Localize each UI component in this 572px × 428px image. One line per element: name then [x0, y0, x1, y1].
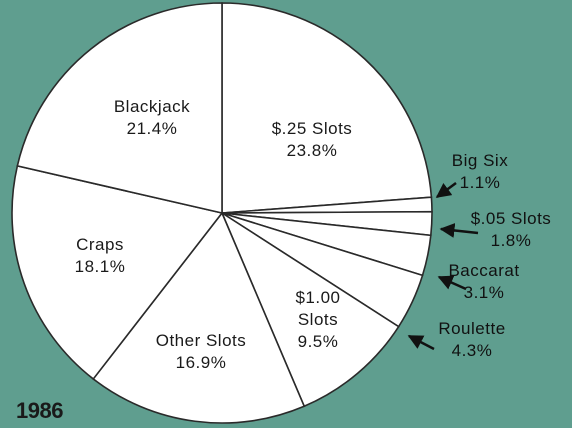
label-arrow: [437, 275, 467, 291]
label-arrow: [407, 334, 435, 351]
category-label: Craps: [76, 235, 124, 254]
slice-label: Roulette 4.3%: [427, 318, 517, 362]
year-annotation: 1986: [16, 398, 63, 423]
slice-label: $.05 Slots 1.8%: [451, 208, 571, 252]
category-label: Big Six: [451, 151, 509, 170]
slice-label: Other Slots 16.9%: [131, 330, 271, 374]
category-label: $.05 Slots: [470, 209, 552, 228]
value-label: 21.4%: [126, 119, 178, 138]
pie-slice: [11, 164, 224, 381]
pie-slice: [92, 211, 306, 424]
category-label: Roulette: [438, 319, 506, 338]
slice-label: Baccarat 3.1%: [439, 260, 529, 304]
pie-slice: [220, 210, 400, 408]
category-label: Baccarat: [448, 261, 520, 280]
category-label: Blackjack: [113, 97, 191, 116]
value-label: 23.8%: [286, 141, 338, 160]
slice-label: $1.00 Slots 9.5%: [283, 287, 353, 353]
category-label: $.25 Slots: [271, 119, 353, 138]
value-label: 4.3%: [451, 341, 493, 360]
category-label: $1.00 Slots: [295, 288, 341, 329]
value-label: 9.5%: [297, 332, 339, 351]
category-label: Other Slots: [155, 331, 247, 350]
value-label: 16.9%: [175, 353, 227, 372]
value-label: 1.1%: [459, 173, 501, 192]
slice-label: Craps 18.1%: [50, 234, 150, 278]
slice-label: $.25 Slots 23.8%: [252, 118, 372, 162]
label-arrow: [435, 181, 457, 199]
slice-label: Blackjack 21.4%: [92, 96, 212, 140]
value-label: 3.1%: [463, 283, 505, 302]
slice-label: Big Six 1.1%: [435, 150, 525, 194]
pie-slice: [16, 2, 223, 215]
value-label: 1.8%: [490, 231, 532, 250]
value-label: 18.1%: [74, 257, 126, 276]
pie-slice: [221, 2, 433, 214]
label-arrow: [439, 222, 479, 238]
